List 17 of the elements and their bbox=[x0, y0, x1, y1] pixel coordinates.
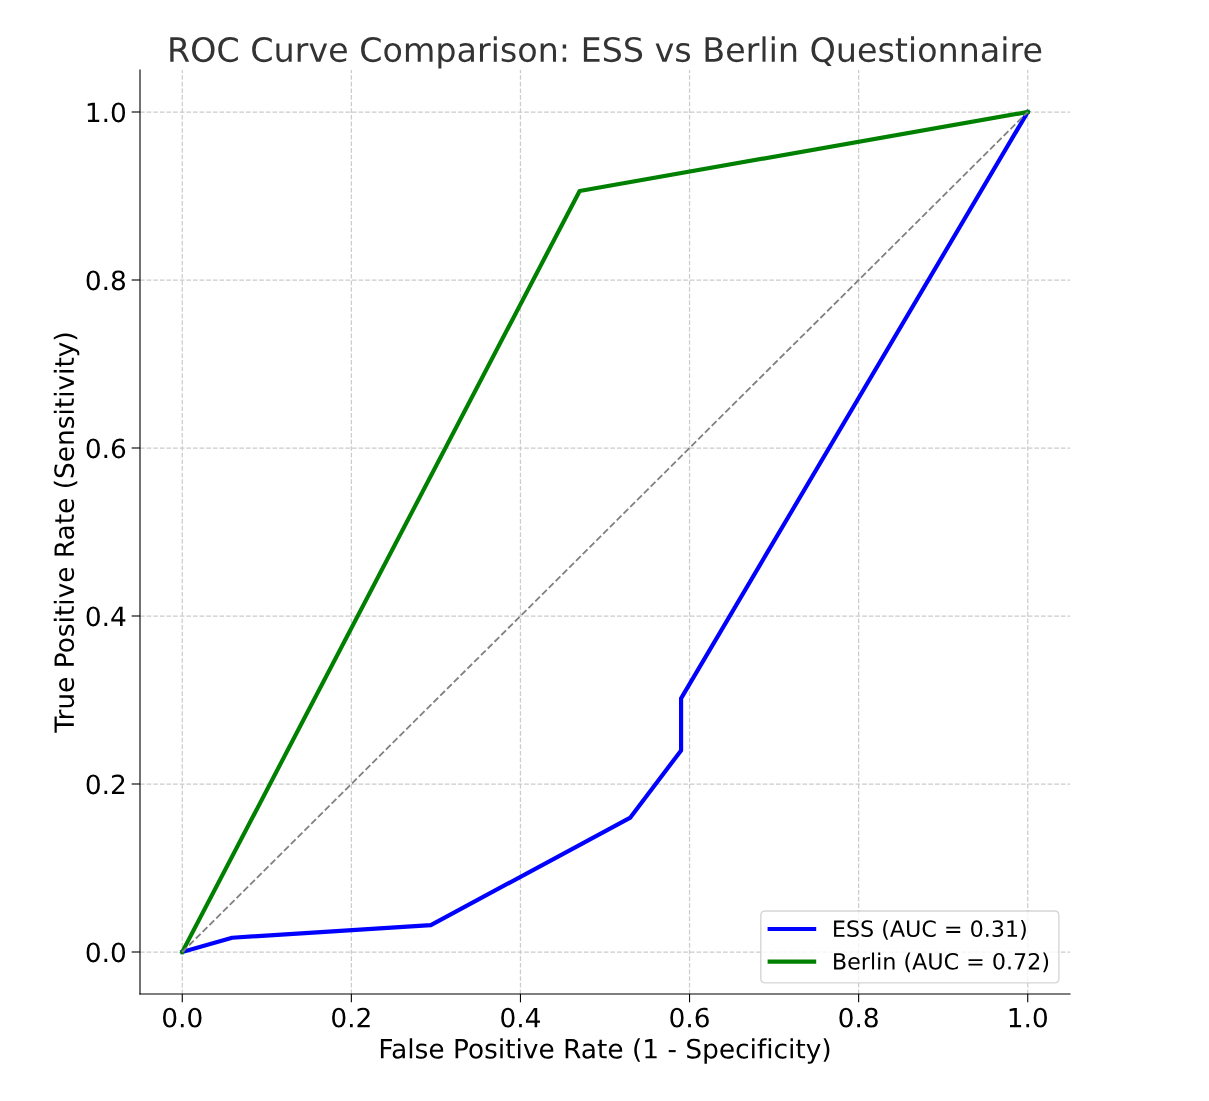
y-tick-label: 0.2 bbox=[86, 774, 125, 795]
x-tick-label: 1.0 bbox=[1009, 1007, 1047, 1028]
y-tick-label: 1.0 bbox=[87, 102, 126, 123]
x-tick-label: 0.6 bbox=[670, 1007, 709, 1028]
y-tick-label: 0.4 bbox=[86, 606, 126, 627]
x-tick-label: 0.2 bbox=[332, 1007, 370, 1028]
y-tick-label: 0.8 bbox=[86, 270, 125, 291]
x-tick-label: 0.4 bbox=[501, 1007, 540, 1028]
x-axis-title: False Positive Rate (1 - Specificity) bbox=[380, 1038, 830, 1064]
y-tick-label: 0.6 bbox=[86, 438, 126, 459]
y-tick-label: 0.0 bbox=[86, 942, 126, 963]
y-axis-title: True Positive Rate (Sensitivity) bbox=[53, 333, 80, 733]
x-tick-label: 0.8 bbox=[839, 1007, 878, 1028]
legend-label: ESS (AUC = 0.31) bbox=[834, 919, 1026, 940]
legend-label: Berlin (AUC = 0.72) bbox=[834, 952, 1049, 973]
chart-title: ROC Curve Comparison: ESS vs Berlin Questionnaire bbox=[170, 36, 1042, 69]
x-tick-label: 0.0 bbox=[163, 1007, 202, 1028]
